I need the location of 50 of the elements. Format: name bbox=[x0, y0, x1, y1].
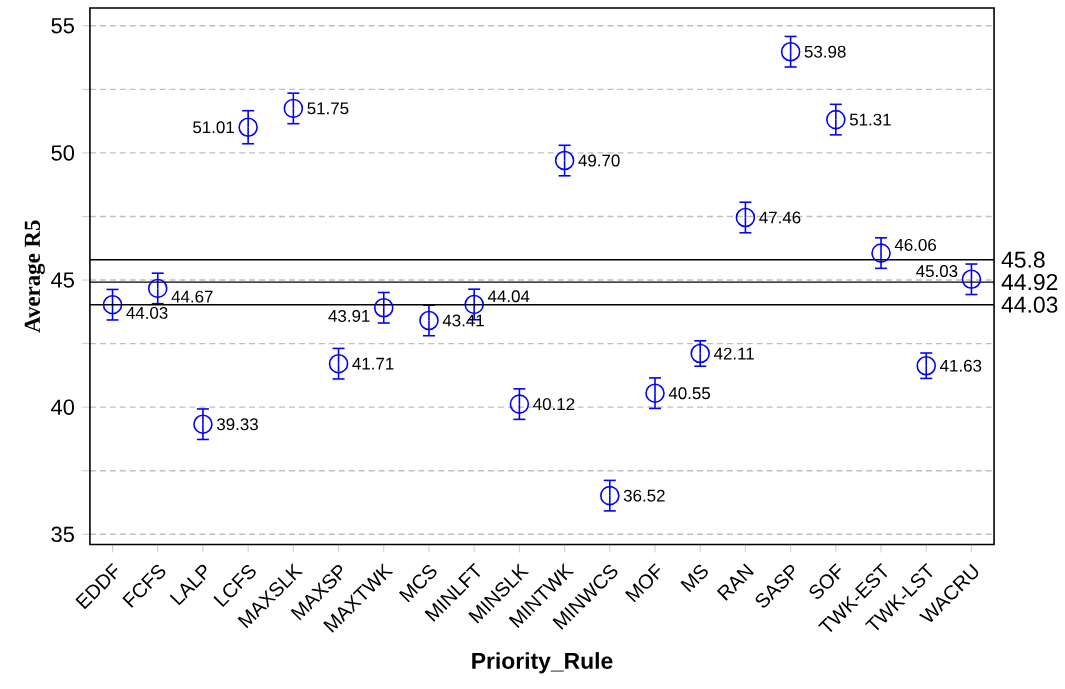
point bbox=[735, 207, 756, 228]
x-tick-label: MS bbox=[680, 564, 708, 593]
ref-line-label: 45.8 bbox=[1001, 251, 1045, 268]
ref-line-label: 44.03 bbox=[1001, 296, 1058, 313]
y-tick-label: 50 bbox=[51, 145, 75, 161]
data-label: 41.63 bbox=[940, 359, 982, 372]
data-label: 42.11 bbox=[713, 347, 754, 360]
point bbox=[283, 98, 304, 119]
data-label: 51.31 bbox=[849, 113, 891, 126]
data-label: 36.52 bbox=[623, 489, 665, 502]
point bbox=[193, 414, 213, 434]
data-label: 45.03 bbox=[916, 264, 958, 277]
point bbox=[102, 294, 123, 315]
data-label: 46.06 bbox=[894, 238, 937, 251]
data-label: 51.75 bbox=[307, 102, 349, 115]
point bbox=[690, 343, 710, 364]
y-tick-label: 45 bbox=[51, 272, 74, 288]
ref-line-label: 44.92 bbox=[1001, 273, 1058, 291]
point bbox=[147, 278, 168, 299]
y-tick-label: 40 bbox=[51, 399, 75, 415]
y-tick-label: 35 bbox=[51, 526, 74, 542]
point bbox=[373, 297, 394, 318]
data-label: 44.03 bbox=[126, 306, 168, 319]
data-label: 43.41 bbox=[442, 314, 484, 327]
y-tick-label: 55 bbox=[51, 18, 74, 34]
point bbox=[871, 243, 891, 263]
data-label: 41.71 bbox=[352, 357, 394, 370]
point bbox=[780, 41, 801, 62]
point bbox=[961, 269, 982, 289]
data-label: 39.33 bbox=[216, 418, 258, 431]
data-label: 44.67 bbox=[171, 290, 213, 303]
data-label: 43.91 bbox=[328, 309, 370, 322]
point bbox=[238, 117, 258, 137]
point bbox=[419, 310, 439, 331]
point bbox=[328, 353, 349, 374]
data-label: 40.55 bbox=[668, 387, 711, 400]
point bbox=[509, 394, 530, 414]
point bbox=[826, 109, 846, 130]
data-label: 49.70 bbox=[578, 154, 620, 167]
point bbox=[554, 150, 575, 171]
data-label: 40.12 bbox=[533, 397, 575, 410]
data-label: 44.04 bbox=[487, 290, 530, 303]
data-label: 53.98 bbox=[804, 45, 846, 58]
point bbox=[645, 383, 665, 403]
point bbox=[600, 485, 620, 506]
x-axis-title: Priority_Rule bbox=[472, 651, 613, 674]
y-axis-title: Average R5 bbox=[24, 220, 45, 333]
data-label: 51.01 bbox=[193, 121, 234, 134]
data-label: 47.46 bbox=[759, 211, 801, 224]
point bbox=[464, 294, 484, 315]
